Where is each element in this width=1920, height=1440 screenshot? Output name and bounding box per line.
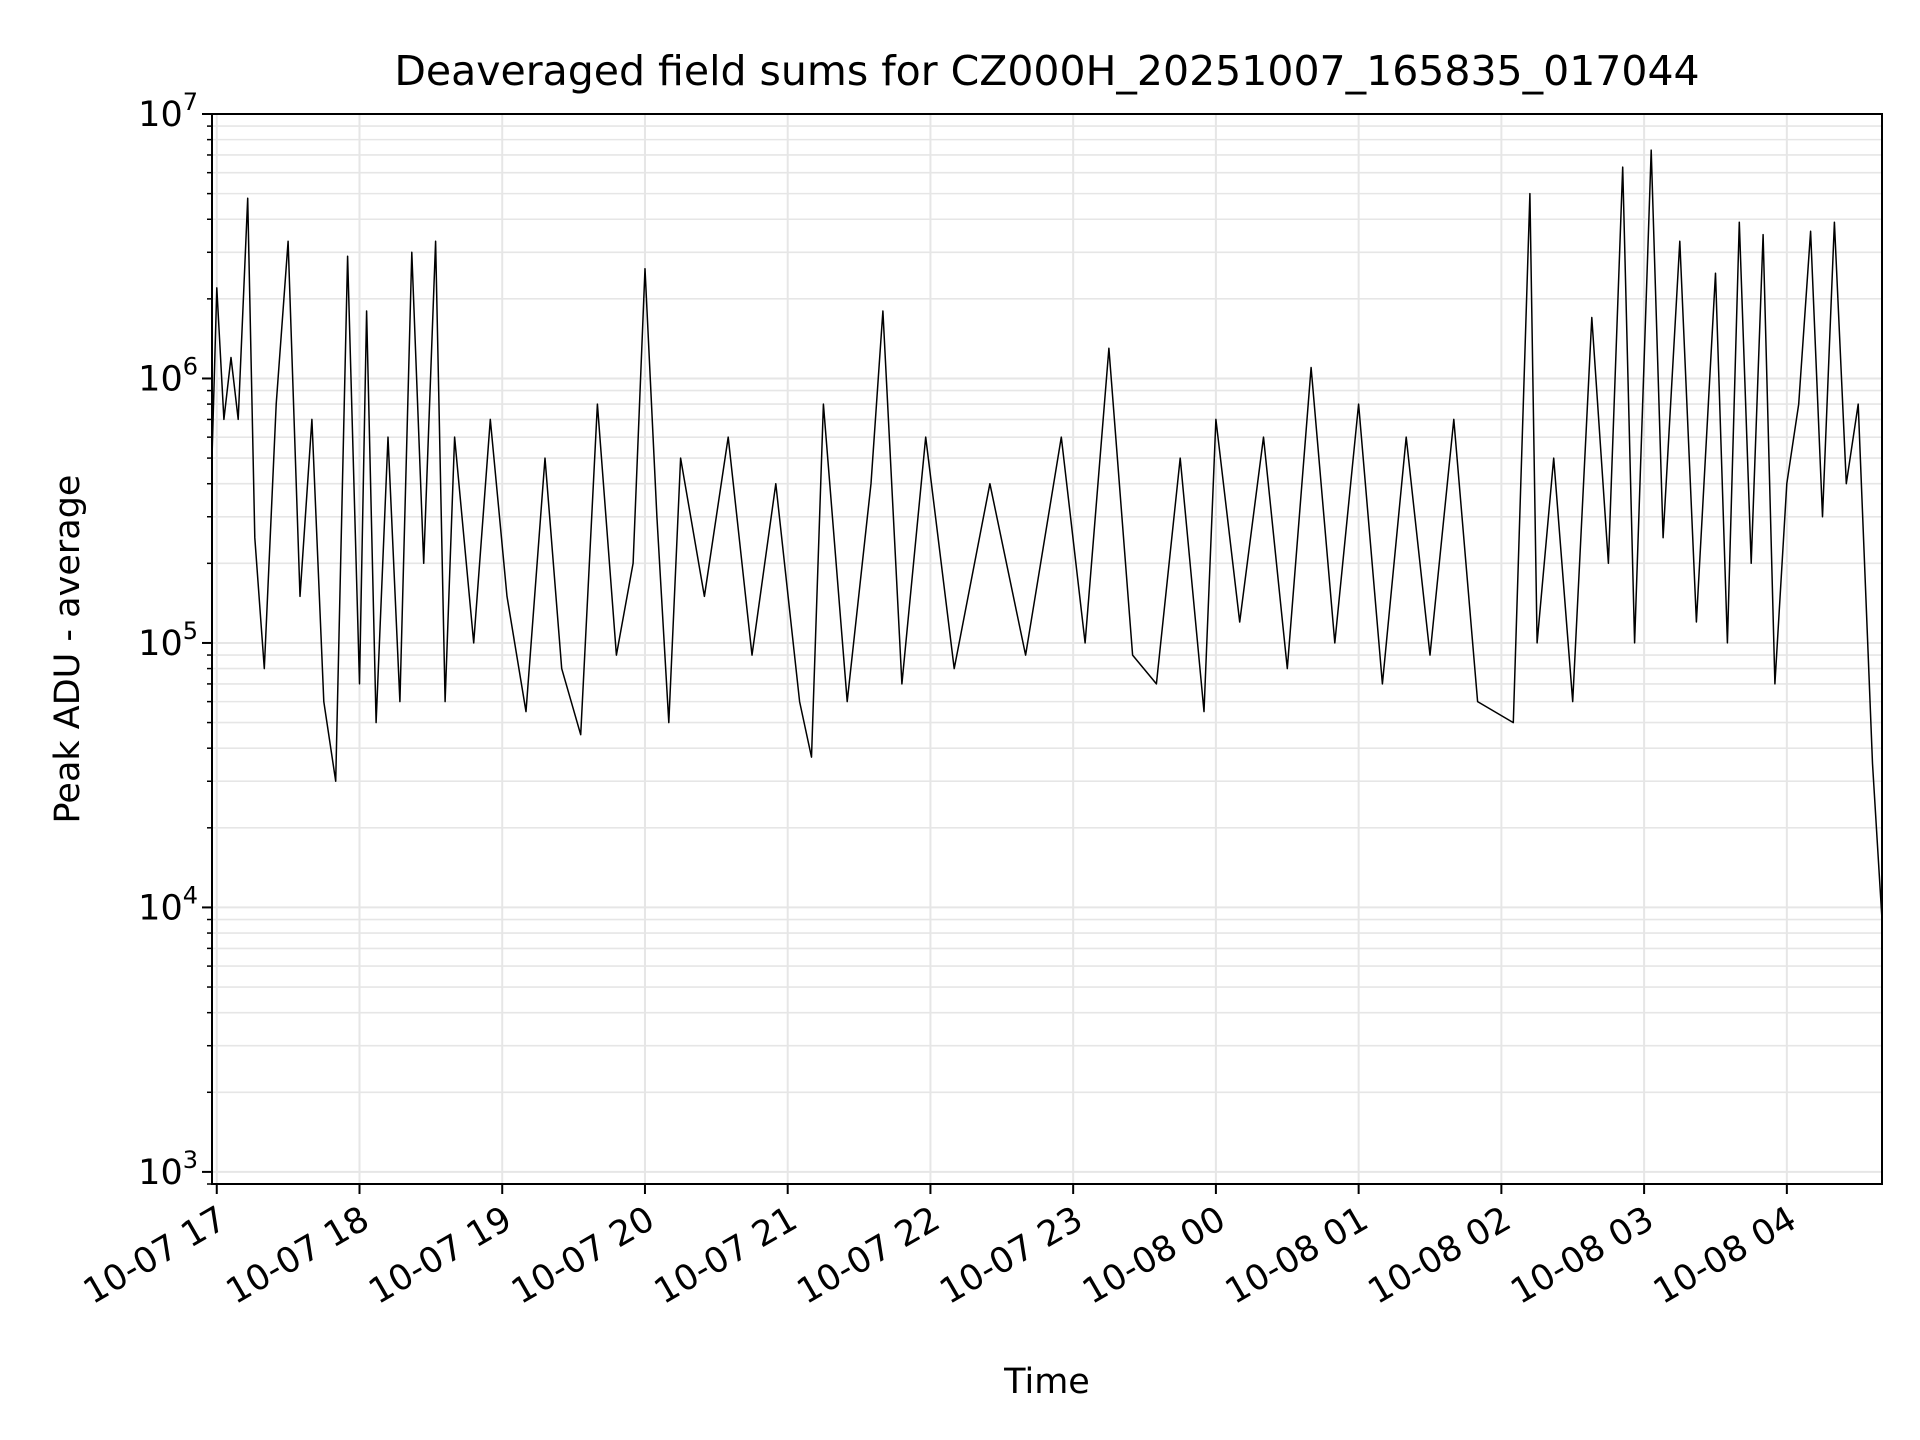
plot-frame (211, 113, 1883, 1185)
y-tick-label: 107 (138, 88, 198, 135)
y-axis: 103 104 105 106 107 (138, 88, 212, 1193)
chart-title: Deaveraged field sums for CZ000H_2025100… (394, 47, 1699, 95)
x-axis-label: Time (1003, 1362, 1090, 1402)
grid (212, 114, 1882, 1185)
y-tick-label: 104 (138, 881, 198, 928)
series-layer (211, 149, 1883, 920)
y-axis-label: Peak ADU - average (48, 475, 88, 824)
y-tick-label: 105 (138, 617, 198, 664)
y-tick-label: 103 (138, 1146, 198, 1193)
series-line-0 (211, 149, 1883, 920)
y-tick-label: 106 (138, 352, 198, 399)
